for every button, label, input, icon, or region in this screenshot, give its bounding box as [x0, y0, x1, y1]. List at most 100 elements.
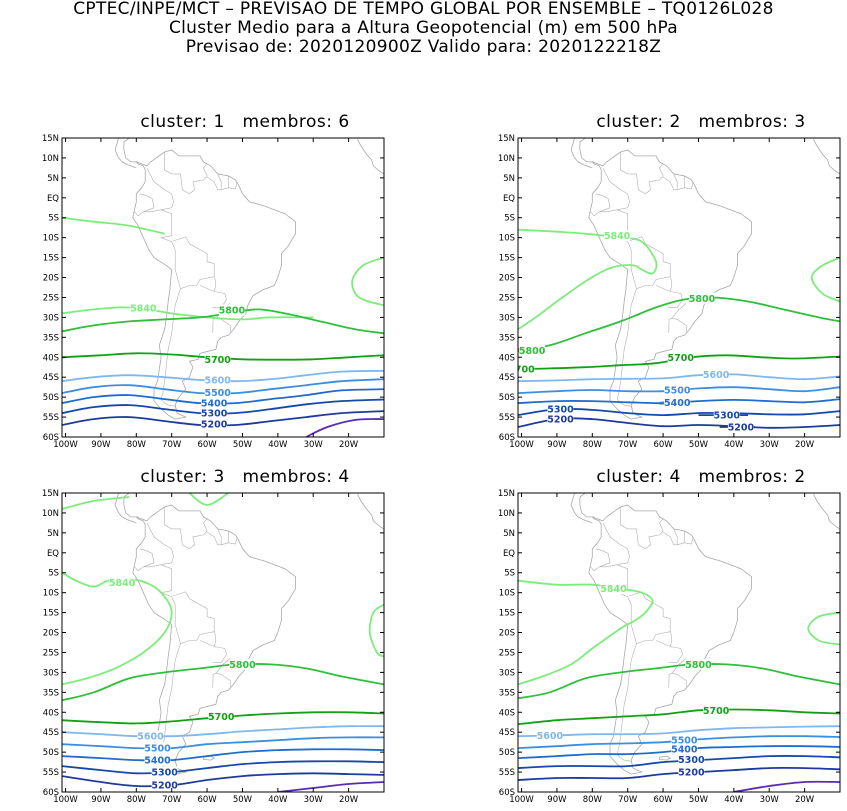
- contour-label-5400: 5400: [201, 399, 228, 410]
- coastline-africa: [357, 139, 384, 175]
- contour-label-bg: [664, 396, 691, 408]
- lat-tick-label: 60S: [43, 433, 59, 443]
- coastline-africa: [357, 494, 384, 530]
- country-border: [673, 173, 678, 190]
- country-border: [636, 631, 671, 644]
- contour-label-bg: [685, 658, 712, 670]
- lon-tick-label: 40W: [268, 440, 288, 450]
- lat-tick-label: 10N: [42, 154, 59, 164]
- contour-label-bg: [201, 397, 228, 409]
- contour-5840: [810, 256, 840, 303]
- lon-tick-label: 80W: [583, 795, 603, 805]
- contour-label-5200: 5200: [547, 415, 574, 426]
- lat-tick-label: 5N: [47, 174, 59, 184]
- map-cluster-2: 5840 5800 5800 5700 5700 5600 5500 5400 5300 5300…: [498, 134, 841, 450]
- contour-5840: [518, 579, 654, 686]
- contour-label-5500: 5500: [204, 388, 231, 399]
- contour-5300: [518, 407, 840, 416]
- country-border: [673, 528, 678, 545]
- contour-label-bg: [600, 583, 627, 595]
- contour-label-5400: 5400: [664, 398, 691, 409]
- country-border: [602, 167, 630, 211]
- contour-label-5840: 5840: [109, 578, 136, 589]
- coastline-africa: [813, 494, 840, 530]
- contour-label-5600: 5600: [137, 732, 164, 743]
- lat-tick-label: 10N: [42, 509, 59, 519]
- lat-tick-label: 5S: [48, 569, 59, 579]
- lat-tick-label: 10S: [499, 589, 515, 599]
- cluster-panel-2: cluster: 2 membros: 3 5840 5800 5800 5700 57…: [478, 112, 847, 452]
- lat-tick-label: 15N: [42, 134, 59, 144]
- country-border: [590, 548, 611, 572]
- coastline-central-america-w: [570, 493, 593, 524]
- country-border: [180, 631, 215, 644]
- contour-5840: [518, 228, 658, 331]
- lon-tick-label: 100W: [53, 440, 78, 450]
- contour-label-bg: [536, 729, 563, 741]
- contour-label-5600: 5600: [204, 375, 231, 386]
- lon-tick-label: 60W: [197, 795, 217, 805]
- lat-tick-label: 55S: [43, 413, 59, 423]
- country-border: [173, 236, 217, 286]
- lat-tick-label: 45S: [499, 373, 515, 383]
- country-border: [662, 176, 694, 191]
- lat-tick-label: 30S: [43, 668, 59, 678]
- country-border: [213, 640, 217, 647]
- country-border: [143, 564, 162, 568]
- contour-label-bg: [218, 304, 245, 316]
- lon-tick-label: 70W: [618, 795, 638, 805]
- lat-tick-label: 45S: [499, 728, 515, 738]
- lat-tick-label: 35S: [43, 333, 59, 343]
- lon-tick-label: 20W: [339, 795, 359, 805]
- map-frame: [517, 137, 841, 438]
- country-border: [599, 209, 618, 213]
- lon-tick-label: 30W: [304, 795, 324, 805]
- contour-label-5700: 5700: [668, 353, 695, 364]
- lat-tick-label: 55S: [499, 413, 515, 423]
- country-border: [620, 152, 664, 195]
- contour-layer: 5840 5800 5800 5700 5700 5600 5500 5400 5300 5300…: [518, 228, 840, 434]
- panel-title: cluster: 1 membros: 6: [140, 112, 350, 132]
- contour-5100: [305, 418, 384, 437]
- contour-label-5700: 5700: [204, 355, 231, 366]
- lon-tick-label: 80W: [127, 795, 147, 805]
- lat-tick-label: 35S: [43, 688, 59, 698]
- contour-label-5700: 5700: [703, 706, 730, 717]
- lon-tick-label: 70W: [162, 795, 182, 805]
- country-border: [590, 193, 611, 217]
- contour-label-bg: [678, 753, 705, 765]
- lat-tick-label: 45S: [43, 373, 59, 383]
- country-border: [671, 303, 688, 333]
- country-border: [164, 152, 208, 195]
- country-border: [636, 276, 671, 289]
- contour-label-bg: [604, 230, 631, 242]
- contour-label-5800: 5800: [689, 294, 716, 305]
- lon-tick-label: 60W: [653, 440, 673, 450]
- contour-label-bg: [703, 368, 730, 380]
- contour-5800: [518, 663, 840, 700]
- country-border: [173, 591, 217, 641]
- contour-5400: [62, 748, 384, 762]
- country-border: [655, 285, 683, 308]
- contour-label-5500: 5500: [664, 385, 691, 396]
- contour-5200: [62, 772, 384, 788]
- contour-label-5200: 5200: [201, 420, 228, 431]
- contour-label-5300: 5300: [201, 409, 228, 420]
- header-dates-line: Previsao de: 2020120900Z Valido para: 20…: [185, 37, 662, 57]
- map-frame: [517, 492, 841, 793]
- coastline-central-america-w: [114, 493, 137, 524]
- lat-tick-label: 30S: [43, 313, 59, 323]
- country-border: [134, 193, 155, 217]
- coastline-central-america: [123, 138, 139, 163]
- contour-label-bg: [229, 658, 256, 670]
- lat-tick-label: 30S: [499, 668, 515, 678]
- country-border: [620, 507, 664, 550]
- lon-tick-label: 60W: [653, 795, 673, 805]
- lat-tick-label: 60S: [499, 788, 515, 798]
- country-border: [212, 672, 217, 688]
- country-border: [180, 276, 215, 289]
- lon-tick-label: 30W: [760, 795, 780, 805]
- contour-5840: [368, 603, 384, 658]
